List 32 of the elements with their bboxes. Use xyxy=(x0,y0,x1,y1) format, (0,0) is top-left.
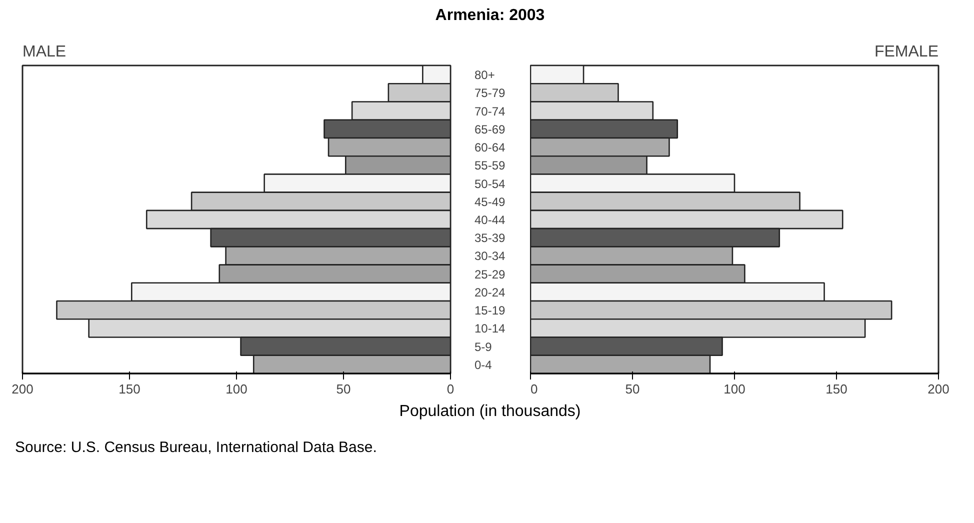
x-tick-label: 0 xyxy=(530,382,538,396)
text: FEMALE xyxy=(874,44,938,60)
y-tick-label: 50-54 xyxy=(474,176,506,191)
y-tick-label: 10-14 xyxy=(474,322,506,336)
x-tick-label: 50 xyxy=(625,382,640,396)
source-note: Source: U.S. Census Bureau, International Data Base. xyxy=(15,438,377,458)
x-tick-label: 150 xyxy=(826,382,848,396)
x-tick-label: 200 xyxy=(12,382,34,396)
text: Armenia: 2003 xyxy=(435,6,545,26)
y-tick-label: 75-79 xyxy=(474,86,506,100)
y-tick-label: 65-69 xyxy=(474,122,506,136)
y-tick-label: 5-9 xyxy=(474,340,492,354)
y-tick-label: 60-64 xyxy=(474,140,506,155)
x-tick-label: 150 xyxy=(118,382,140,396)
y-tick-label: 70-74 xyxy=(474,104,506,118)
y-tick-label: 0-4 xyxy=(474,358,492,372)
x-tick-label: 0 xyxy=(446,382,454,396)
y-tick-label: 20-24 xyxy=(474,285,506,300)
text: MALE xyxy=(22,44,66,60)
x-axis-title: Population (in thousands) xyxy=(399,402,581,422)
y-tick-label: 45-49 xyxy=(474,194,506,209)
y-tick-label: 55-59 xyxy=(474,158,506,173)
x-tick-label: 100 xyxy=(226,382,248,396)
x-tick-label: 100 xyxy=(724,382,746,396)
y-tick-label: 40-44 xyxy=(474,213,506,227)
y-tick-label: 25-29 xyxy=(474,267,506,282)
x-tick-label: 200 xyxy=(928,382,950,396)
y-tick-label: 15-19 xyxy=(474,304,506,318)
x-tick-label: 50 xyxy=(336,382,351,396)
y-tick-label: 30-34 xyxy=(474,249,506,264)
y-tick-label: 35-39 xyxy=(474,231,506,246)
y-tick-label: 80+ xyxy=(474,68,495,82)
